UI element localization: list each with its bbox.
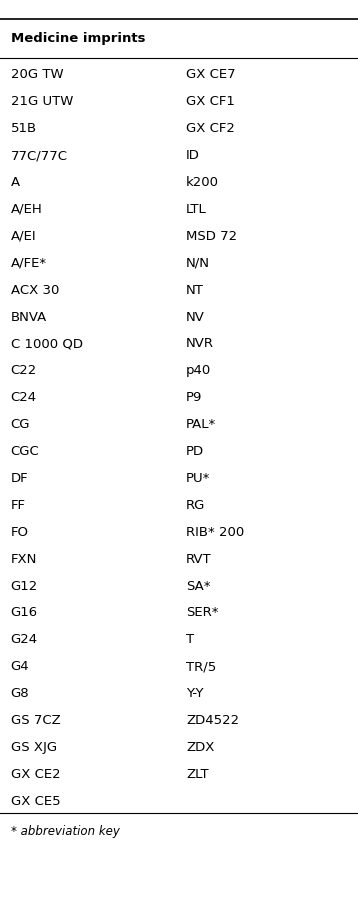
Text: A/EH: A/EH (11, 202, 43, 216)
Text: GS 7CZ: GS 7CZ (11, 713, 61, 726)
Text: FO: FO (11, 525, 29, 538)
Text: SER*: SER* (186, 606, 219, 619)
Text: FXN: FXN (11, 552, 37, 565)
Text: RVT: RVT (186, 552, 212, 565)
Text: T: T (186, 632, 194, 646)
Text: G24: G24 (11, 632, 38, 646)
Text: ACX 30: ACX 30 (11, 283, 59, 296)
Text: C 1000 QD: C 1000 QD (11, 337, 83, 350)
Text: GS XJG: GS XJG (11, 740, 57, 753)
Text: MSD 72: MSD 72 (186, 230, 237, 242)
Text: ID: ID (186, 148, 200, 162)
Text: A: A (11, 176, 20, 189)
Text: 20G TW: 20G TW (11, 68, 63, 81)
Text: GX CE5: GX CE5 (11, 793, 61, 807)
Text: 21G UTW: 21G UTW (11, 95, 73, 108)
Text: PAL*: PAL* (186, 417, 216, 431)
Text: RIB* 200: RIB* 200 (186, 525, 245, 538)
Text: 77C/77C: 77C/77C (11, 148, 68, 162)
Text: k200: k200 (186, 176, 219, 189)
Text: NVR: NVR (186, 337, 214, 350)
Text: G16: G16 (11, 606, 38, 619)
Text: ZDX: ZDX (186, 740, 214, 753)
Text: NT: NT (186, 283, 204, 296)
Text: N/N: N/N (186, 257, 210, 270)
Text: CG: CG (11, 417, 30, 431)
Text: G4: G4 (11, 660, 29, 672)
Text: GX CE2: GX CE2 (11, 767, 61, 780)
Text: TR/5: TR/5 (186, 660, 216, 672)
Text: CGC: CGC (11, 445, 39, 457)
Text: Y-Y: Y-Y (186, 687, 204, 700)
Text: RG: RG (186, 498, 205, 511)
Text: GX CF2: GX CF2 (186, 122, 235, 135)
Text: A/FE*: A/FE* (11, 257, 47, 270)
Text: C24: C24 (11, 391, 37, 404)
Text: SA*: SA* (186, 579, 211, 592)
Text: PD: PD (186, 445, 204, 457)
Text: Medicine imprints: Medicine imprints (11, 32, 145, 45)
Text: * abbreviation key: * abbreviation key (11, 824, 120, 837)
Text: ZLT: ZLT (186, 767, 209, 780)
Text: FF: FF (11, 498, 26, 511)
Text: P9: P9 (186, 391, 203, 404)
Text: BNVA: BNVA (11, 310, 47, 323)
Text: GX CE7: GX CE7 (186, 68, 236, 81)
Text: A/EI: A/EI (11, 230, 37, 242)
Text: C22: C22 (11, 363, 37, 377)
Text: p40: p40 (186, 363, 212, 377)
Text: G12: G12 (11, 579, 38, 592)
Text: G8: G8 (11, 687, 29, 700)
Text: PU*: PU* (186, 472, 211, 485)
Text: ZD4522: ZD4522 (186, 713, 239, 726)
Text: GX CF1: GX CF1 (186, 95, 235, 108)
Text: DF: DF (11, 472, 28, 485)
Text: 51B: 51B (11, 122, 37, 135)
Text: NV: NV (186, 310, 205, 323)
Text: LTL: LTL (186, 202, 207, 216)
